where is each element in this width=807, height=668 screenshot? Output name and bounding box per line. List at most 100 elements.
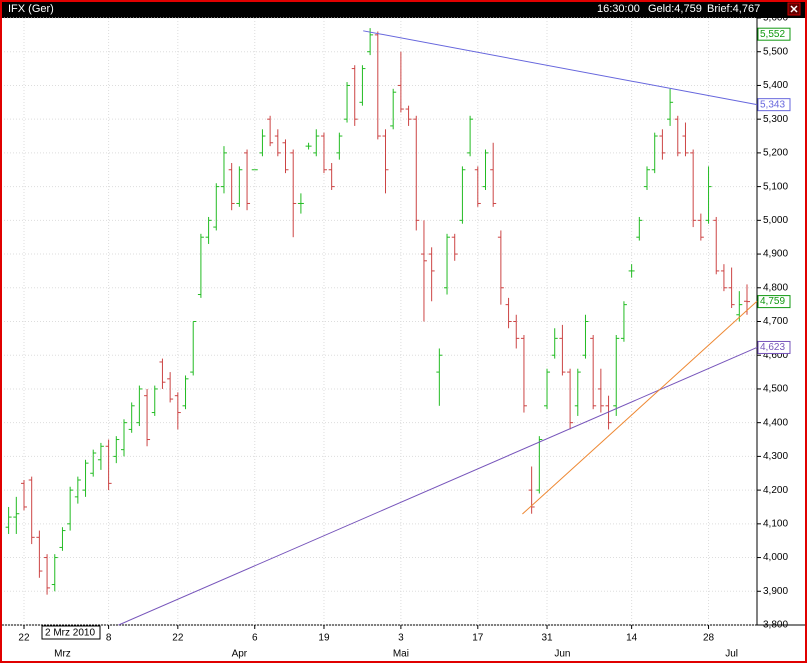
- x-tick-label: 28: [703, 633, 715, 644]
- ohlc-bar: [636, 216, 643, 241]
- close-icon[interactable]: [790, 5, 798, 13]
- y-tick-label: 4,900: [763, 249, 788, 260]
- ohlc-bar: [682, 122, 689, 157]
- ohlc-bar: [267, 115, 274, 147]
- ohlc-bar: [520, 334, 527, 413]
- ohlc-bar: [420, 220, 427, 322]
- ohlc-bar: [720, 264, 727, 292]
- ohlc-bar: [297, 193, 304, 214]
- ohlc-bar: [244, 149, 251, 211]
- month-label: Mrz: [54, 649, 71, 660]
- ask: Brief:4,767: [707, 3, 760, 15]
- ohlc-bar: [705, 166, 712, 224]
- ohlc-bar: [459, 166, 466, 224]
- ohlc-bar: [413, 115, 420, 231]
- x-tick-label: 22: [172, 633, 184, 644]
- y-tick-label: 3,900: [763, 586, 788, 597]
- ohlc-bar: [13, 496, 20, 534]
- ohlc-bar: [651, 132, 658, 174]
- bid: Geld:4,759: [648, 3, 702, 15]
- ohlc-bar: [174, 392, 181, 430]
- price-marker-label: 5,552: [760, 29, 785, 40]
- x-tick-label: 19: [318, 633, 330, 644]
- ohlc-bar: [559, 324, 566, 376]
- y-tick-label: 4,000: [763, 552, 788, 563]
- trend-label-box: [757, 340, 791, 354]
- ohlc-bar: [597, 368, 604, 413]
- ohlc-bar: [374, 31, 381, 140]
- y-tick-label: 4,800: [763, 282, 788, 293]
- x-tick-label: 3: [398, 633, 404, 644]
- ohlc-bar: [690, 149, 697, 228]
- y-tick-label: 4,100: [763, 518, 788, 529]
- price-marker-box: [757, 27, 791, 41]
- ohlc-bar: [290, 149, 297, 238]
- y-tick-label: 4,700: [763, 316, 788, 327]
- y-tick-label: 5,500: [763, 46, 788, 57]
- y-tick-label: 4,500: [763, 384, 788, 395]
- x-tick-label: 8: [106, 633, 112, 644]
- y-tick-label: 5,400: [763, 80, 788, 91]
- ohlc-bar: [305, 142, 312, 150]
- ohlc-bar: [105, 439, 112, 491]
- ohlc-bar: [336, 132, 343, 160]
- ohlc-bar: [359, 65, 366, 106]
- ohlc-bar: [328, 163, 335, 190]
- ohlc-bar: [320, 132, 327, 174]
- y-tick-label: 4,400: [763, 417, 788, 428]
- y-tick-label: 4,200: [763, 485, 788, 496]
- ohlc-bar: [582, 314, 589, 359]
- ohlc-bar: [382, 129, 389, 194]
- ohlc-bar: [128, 402, 135, 433]
- ohlc-bar: [190, 321, 197, 376]
- x-tick-label: 31: [541, 633, 553, 644]
- ohlc-bar: [274, 129, 281, 157]
- ohlc-bar: [28, 476, 35, 545]
- ohlc-bar: [490, 142, 497, 207]
- ohlc-bar: [74, 476, 81, 504]
- ohlc-bar: [282, 139, 289, 174]
- trend-label: 5,343: [760, 99, 785, 110]
- x-tick-label: 6: [252, 633, 258, 644]
- ohlc-bar: [674, 115, 681, 157]
- ohlc-bar: [390, 88, 397, 130]
- ohlc-bar: [90, 449, 97, 477]
- ohlc-bar: [551, 328, 558, 359]
- month-label: Mai: [393, 649, 409, 660]
- month-label: Jul: [725, 649, 738, 660]
- ohlc-bar: [567, 368, 574, 430]
- ohlc-bar: [405, 105, 412, 126]
- y-tick-label: 4,300: [763, 451, 788, 462]
- ohlc-bar: [444, 233, 451, 295]
- symbol: IFX (Ger): [8, 3, 54, 15]
- y-tick-label: 5,000: [763, 215, 788, 226]
- trend-line: [522, 300, 758, 515]
- y-tick-label: 5,200: [763, 148, 788, 159]
- ohlc-bar: [44, 554, 51, 595]
- trend-label-box: [757, 98, 791, 112]
- ohlc-bar: [467, 115, 474, 157]
- ohlc-bar: [497, 230, 504, 305]
- ohlc-bar: [736, 291, 743, 322]
- ohlc-bar: [313, 129, 320, 157]
- ohlc-bar: [505, 297, 512, 329]
- ohlc-bar: [82, 459, 89, 497]
- ohlc-bar: [67, 486, 74, 531]
- price-marker-label: 4,759: [760, 296, 785, 307]
- ohlc-bar: [474, 166, 481, 207]
- y-tick-label: 5,600: [763, 13, 788, 24]
- close-button[interactable]: [787, 2, 801, 16]
- ohlc-bar: [574, 368, 581, 416]
- ohlc-bar: [213, 183, 220, 231]
- time: 16:30:00: [597, 3, 640, 15]
- ohlc-bar: [697, 213, 704, 241]
- ohlc-bar: [259, 129, 266, 157]
- ohlc-bar: [5, 506, 12, 534]
- cursor-label: 2 Mrz 2010: [45, 628, 95, 639]
- trend-label: 4,623: [760, 342, 785, 353]
- trend-line: [363, 30, 758, 106]
- ohlc-bar: [167, 372, 174, 403]
- month-label: Jun: [554, 649, 570, 660]
- ohlc-bar: [544, 368, 551, 410]
